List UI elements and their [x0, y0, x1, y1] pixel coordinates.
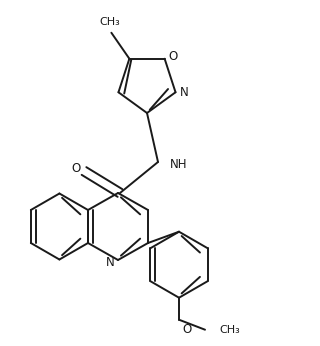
- Text: O: O: [168, 50, 177, 63]
- Text: CH₃: CH₃: [219, 325, 240, 335]
- Text: O: O: [182, 323, 192, 336]
- Text: CH₃: CH₃: [99, 17, 120, 27]
- Text: N: N: [180, 86, 189, 99]
- Text: O: O: [71, 163, 81, 175]
- Text: N: N: [106, 255, 114, 268]
- Text: NH: NH: [170, 157, 188, 171]
